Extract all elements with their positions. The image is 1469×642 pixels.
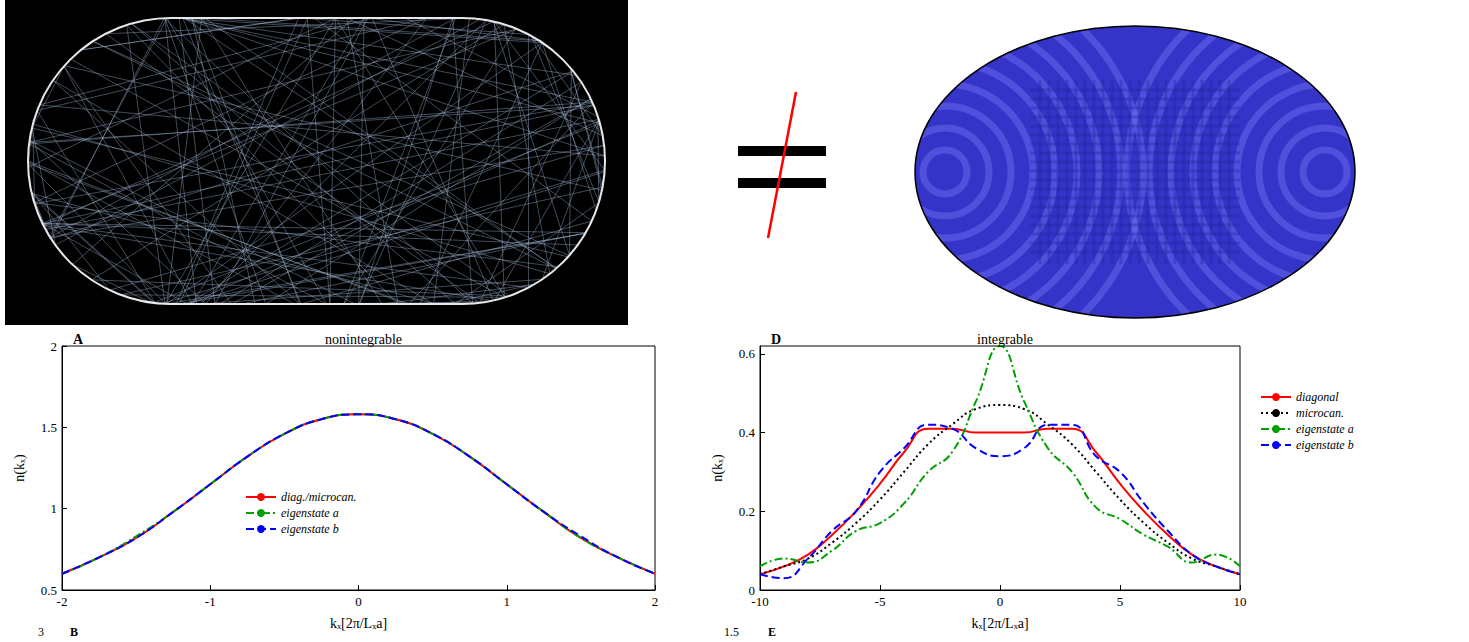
svg-text:-10: -10 (751, 594, 768, 609)
svg-text:B: B (70, 625, 78, 639)
svg-text:D: D (771, 332, 781, 347)
svg-text:0: 0 (997, 594, 1004, 609)
svg-text:1: 1 (51, 501, 58, 516)
svg-text:eigenstate a: eigenstate a (1296, 422, 1354, 436)
svg-text:diagonal: diagonal (1296, 390, 1339, 404)
svg-text:eigenstate a: eigenstate a (281, 506, 339, 520)
svg-text:1.5: 1.5 (41, 420, 57, 435)
svg-text:-5: -5 (875, 594, 886, 609)
svg-text:10: 10 (1234, 594, 1247, 609)
svg-text:A: A (73, 332, 84, 347)
svg-text:1: 1 (504, 594, 511, 609)
svg-text:-1: -1 (205, 594, 216, 609)
svg-text:5: 5 (1117, 594, 1124, 609)
svg-text:n(kₓ): n(kₓ) (12, 454, 28, 482)
svg-text:3: 3 (38, 625, 44, 639)
svg-text:1.5: 1.5 (724, 625, 739, 639)
svg-text:-2: -2 (57, 594, 68, 609)
svg-text:2: 2 (652, 594, 659, 609)
svg-text:0.5: 0.5 (41, 583, 57, 598)
svg-text:0: 0 (748, 582, 755, 598)
svg-text:0.6: 0.6 (739, 346, 756, 361)
svg-text:n(kₓ): n(kₓ) (710, 454, 726, 482)
svg-text:diag./microcan.: diag./microcan. (281, 490, 357, 504)
svg-text:eigenstate b: eigenstate b (1296, 438, 1354, 452)
svg-text:0.2: 0.2 (739, 504, 755, 519)
svg-text:nonintegrable: nonintegrable (325, 332, 402, 347)
svg-text:microcan.: microcan. (1296, 406, 1344, 420)
svg-text:0.4: 0.4 (739, 425, 756, 440)
svg-text:0: 0 (355, 594, 362, 609)
svg-text:integrable: integrable (977, 332, 1033, 347)
svg-text:eigenstate b: eigenstate b (281, 522, 339, 536)
svg-text:kₓ[2π/Lₓa]: kₓ[2π/Lₓa] (330, 616, 387, 631)
svg-text:2: 2 (51, 339, 58, 354)
svg-text:kₓ[2π/Lₓa]: kₓ[2π/Lₓa] (971, 616, 1028, 631)
svg-text:E: E (768, 625, 776, 639)
